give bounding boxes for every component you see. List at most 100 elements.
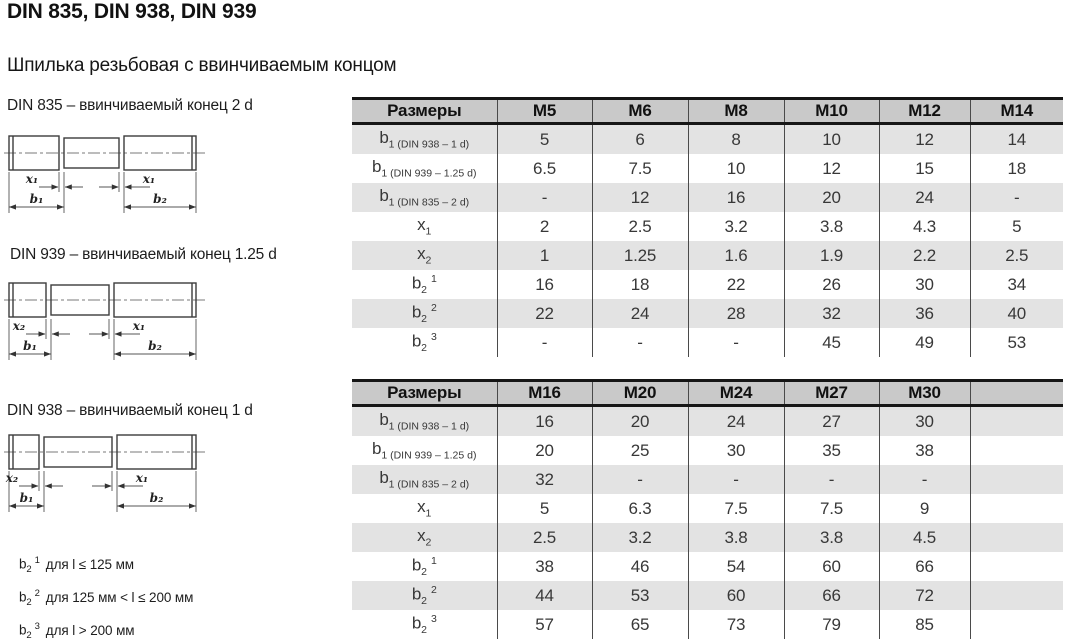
din-table-sizes-m16-m30: Размеры M16 M20 M24 M27 M30 b1 (DIN 938 – 1 d)…	[352, 379, 1063, 639]
value-cell: 12	[878, 123, 970, 154]
value-cell: 30	[878, 270, 970, 299]
row-label-part: 1 (DIN 938 – 1 d)	[388, 138, 470, 151]
footnote-sub: 2	[26, 630, 32, 642]
row-label-part: 1	[425, 225, 432, 238]
value-cell: 22	[687, 270, 784, 299]
value-cell: -	[783, 465, 879, 494]
row-label: b21	[352, 270, 497, 299]
drawing-caption-din939: DIN 939 – ввинчиваемый конец 1.25 d	[10, 246, 277, 263]
value-cell: -	[496, 183, 592, 212]
value-cell: 1.6	[687, 241, 784, 270]
value-cell: 72	[878, 581, 970, 610]
value-cell: 5	[969, 212, 1063, 241]
header-row: Размеры M16 M20 M24 M27 M30	[352, 379, 1063, 407]
value-cell: 7.5	[783, 494, 879, 523]
page-subtitle: Шпилька резьбовая с ввинчиваемым концом	[7, 55, 397, 76]
row-label-part: 2	[421, 595, 427, 608]
row-label-part: b	[411, 613, 422, 633]
dimension-label: x₂	[12, 319, 25, 333]
value-cell	[969, 581, 1063, 610]
value-cell: 14	[969, 123, 1063, 154]
value-cell: 3.8	[783, 212, 879, 241]
dimension-label: b₂	[148, 339, 162, 353]
value-cell: -	[496, 328, 592, 357]
row-label-part: 3	[430, 612, 437, 625]
value-cell: 2.5	[969, 241, 1063, 270]
value-cell: -	[878, 465, 970, 494]
value-cell: 26	[783, 270, 879, 299]
value-cell: 60	[687, 581, 784, 610]
row-label-part: b	[379, 186, 389, 206]
stud-drawing-din939: x₂ x₁ b₁ b₂	[4, 282, 206, 360]
footnote-sup: 3	[34, 621, 40, 632]
footnote-b2-3: b23 для l > 200 мм	[19, 621, 135, 642]
row-label-part: 1	[430, 554, 437, 567]
value-cell: 1.25	[591, 241, 688, 270]
value-cell: 6.5	[496, 154, 592, 183]
thread-size-column-header: M8	[687, 97, 784, 125]
value-cell: -	[687, 465, 784, 494]
value-cell	[969, 494, 1063, 523]
stud-drawing-din835: x₁ x₁ b₁ b₂	[4, 135, 206, 213]
value-cell: 20	[591, 405, 688, 436]
row-label-part: 2	[421, 284, 427, 297]
value-cell	[969, 552, 1063, 581]
table-row: x2 2.5 3.2 3.8 3.8 4.5	[352, 523, 1063, 552]
value-cell: 30	[687, 436, 784, 465]
header-row: Размеры M5 M6 M8 M10 M12 M14	[352, 97, 1063, 125]
value-cell: 35	[783, 436, 879, 465]
value-cell: 15	[878, 154, 970, 183]
row-label-part: b	[379, 468, 389, 488]
value-cell: 1.9	[783, 241, 879, 270]
row-label-part: b	[372, 157, 382, 177]
value-cell: 57	[496, 610, 592, 639]
value-cell: 46	[591, 552, 688, 581]
value-cell	[969, 610, 1063, 639]
value-cell: 1	[496, 241, 592, 270]
value-cell: 20	[496, 436, 592, 465]
thread-size-column-header: M24	[687, 379, 784, 407]
row-label: x2	[352, 523, 497, 552]
value-cell: 18	[969, 154, 1063, 183]
table-row: x1 2 2.5 3.2 3.8 4.3 5	[352, 212, 1063, 241]
table-row: b21 38 46 54 60 66	[352, 552, 1063, 581]
dimension-label: b₁	[23, 339, 37, 353]
value-cell: 24	[591, 299, 688, 328]
value-cell: 4.3	[878, 212, 970, 241]
thread-size-column-header: M6	[591, 97, 688, 125]
value-cell: 32	[783, 299, 879, 328]
thread-size-column-header: M27	[783, 379, 879, 407]
value-cell: 45	[783, 328, 879, 357]
value-cell: 85	[878, 610, 970, 639]
value-cell: -	[591, 465, 688, 494]
row-label: b1 (DIN 939 – 1.25 d)	[352, 154, 497, 183]
table-row: b22 44 53 60 66 72	[352, 581, 1063, 610]
value-cell: 16	[687, 183, 784, 212]
value-cell: 18	[591, 270, 688, 299]
row-label-part: 1 (DIN 939 – 1.25 d)	[381, 449, 477, 462]
row-label-part: 2	[421, 624, 427, 637]
row-label-part: b	[411, 555, 422, 575]
stud-drawing-din938: x₂ x₁ b₁ b₂	[4, 434, 206, 512]
row-label-part: x	[417, 244, 426, 264]
value-cell: 53	[969, 328, 1063, 357]
row-label: b22	[352, 299, 497, 328]
table-row: b1 (DIN 939 – 1.25 d) 6.5 7.5 10 12 15 18	[352, 154, 1063, 183]
footnote-symbol: b	[19, 556, 27, 572]
dimension-label: b₂	[153, 192, 167, 206]
row-label-part: x	[417, 215, 426, 235]
value-cell	[969, 523, 1063, 552]
row-label-part: 2	[425, 254, 432, 267]
value-cell: 3.2	[687, 212, 784, 241]
row-label-part: 1 (DIN 938 – 1 d)	[388, 420, 470, 433]
footnote-text: для 125 мм < l ≤ 200 мм	[45, 589, 194, 605]
value-cell: 79	[783, 610, 879, 639]
row-label-part: 1 (DIN 835 – 2 d)	[388, 478, 470, 491]
value-cell: 24	[878, 183, 970, 212]
row-label: b1 (DIN 938 – 1 d)	[352, 406, 497, 437]
value-cell: 28	[687, 299, 784, 328]
row-label-part: b	[372, 439, 382, 459]
row-label-part: b	[379, 128, 389, 148]
value-cell: 32	[496, 465, 592, 494]
value-cell: 44	[496, 581, 592, 610]
